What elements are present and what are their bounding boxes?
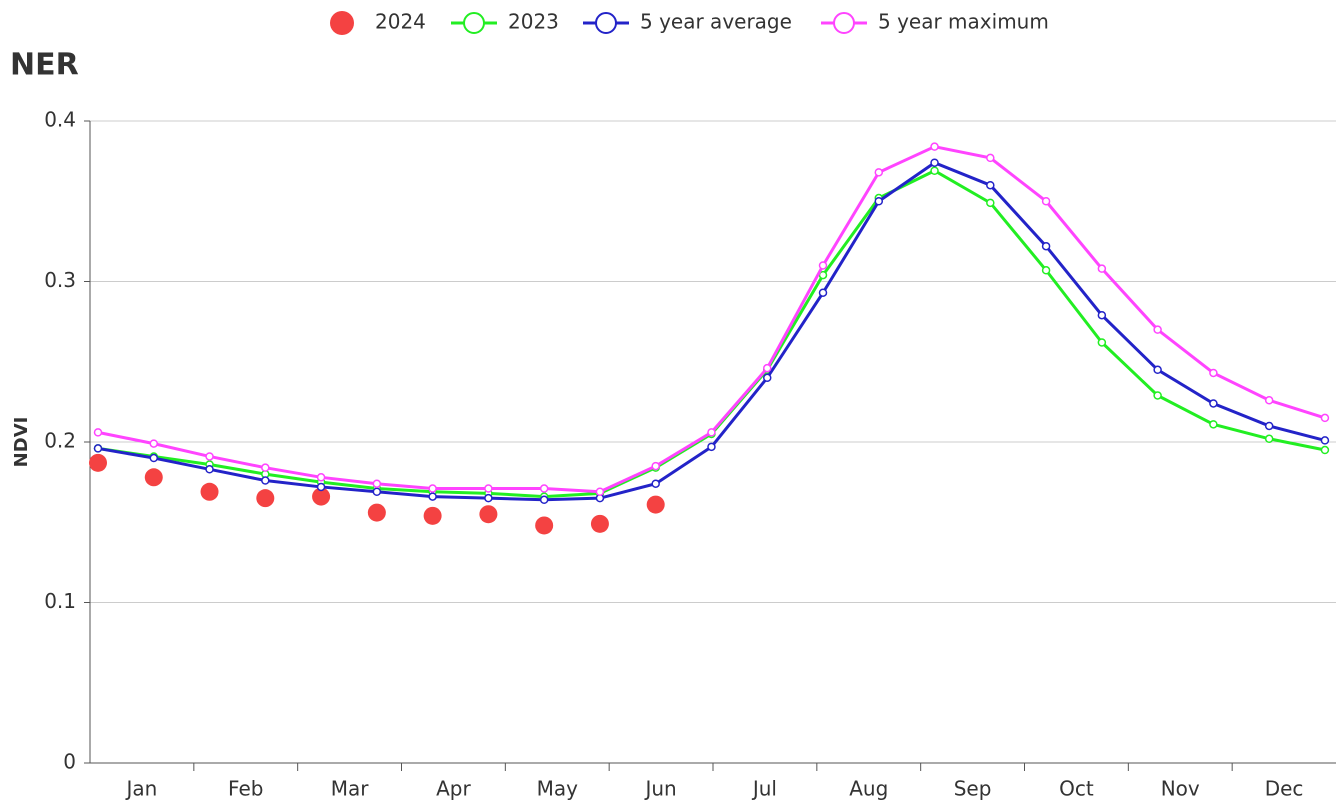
data-point — [762, 363, 772, 373]
data-point — [423, 506, 442, 525]
data-point — [149, 453, 159, 463]
data-point — [428, 492, 437, 501]
data-point — [484, 493, 493, 503]
data-point — [874, 197, 884, 206]
data-point — [93, 444, 103, 453]
data-point — [874, 168, 884, 177]
data-point — [1041, 266, 1051, 275]
data-point — [428, 484, 437, 493]
legend-marker[interactable] — [330, 11, 354, 35]
data-point — [818, 261, 828, 270]
y-tick-label: 0 — [63, 750, 76, 774]
data-point — [1153, 391, 1162, 400]
data-point — [1209, 368, 1218, 378]
data-point — [539, 484, 549, 493]
data-point — [1320, 445, 1330, 455]
data-point — [316, 473, 326, 482]
data-point — [372, 479, 382, 488]
data-point — [1264, 396, 1274, 405]
x-tick-label: Apr — [436, 777, 471, 801]
data-point — [930, 166, 939, 176]
data-point — [651, 461, 660, 471]
y-tick-label: 0.1 — [44, 589, 76, 613]
data-point — [484, 484, 493, 493]
data-point — [930, 142, 939, 151]
legend-label[interactable]: 2023 — [508, 10, 559, 34]
data-point — [1097, 264, 1107, 273]
data-point — [535, 516, 554, 535]
data-point — [539, 495, 549, 505]
data-point — [1209, 399, 1218, 408]
data-point — [93, 428, 103, 437]
data-point — [367, 503, 386, 522]
data-point — [261, 463, 270, 472]
data-point — [595, 487, 605, 497]
x-tick-label: Aug — [849, 777, 888, 801]
data-point — [372, 487, 382, 497]
x-tick-label: Nov — [1161, 777, 1200, 801]
data-point — [205, 452, 214, 461]
x-tick-label: Dec — [1265, 777, 1304, 801]
data-point — [256, 489, 275, 508]
legend-marker[interactable] — [833, 12, 855, 34]
legend-label[interactable]: 5 year maximum — [878, 10, 1049, 34]
data-point — [930, 158, 939, 167]
data-point — [205, 465, 214, 474]
data-point — [144, 468, 163, 487]
data-point — [986, 153, 995, 163]
data-point — [651, 479, 660, 488]
data-point — [1041, 197, 1051, 206]
legend-marker[interactable] — [463, 12, 485, 34]
y-tick-label: 0.2 — [44, 429, 76, 453]
data-point — [1320, 436, 1330, 445]
data-point — [707, 428, 716, 437]
x-tick-label: May — [537, 777, 579, 801]
data-point — [986, 180, 995, 190]
data-point — [762, 373, 772, 383]
x-tick-label: Jul — [751, 777, 777, 801]
x-tick-label: Feb — [228, 777, 263, 801]
series-line — [97, 145, 1326, 494]
y-tick-label: 0.4 — [44, 108, 76, 132]
data-point — [986, 198, 995, 208]
data-point — [590, 514, 609, 533]
y-axis-label: NDVI — [11, 417, 32, 468]
data-point — [1320, 413, 1330, 423]
data-point — [818, 288, 828, 297]
legend-label[interactable]: 2024 — [375, 10, 426, 34]
data-point — [818, 270, 828, 280]
data-point — [1153, 325, 1162, 334]
data-point — [312, 487, 331, 506]
x-tick-label: Jan — [124, 777, 157, 801]
data-point — [1153, 365, 1162, 375]
data-point — [89, 453, 107, 472]
legend-label[interactable]: 5 year average — [640, 10, 792, 34]
x-tick-label: Oct — [1059, 777, 1094, 801]
data-point — [646, 495, 665, 514]
data-point — [1041, 241, 1051, 251]
data-point — [261, 476, 270, 485]
data-point — [479, 505, 498, 524]
data-point — [149, 439, 159, 448]
data-point — [707, 442, 716, 452]
x-tick-label: Sep — [954, 777, 992, 801]
data-point — [1264, 421, 1274, 431]
x-tick-label: Jun — [643, 777, 676, 801]
data-point — [1209, 420, 1218, 429]
data-point — [1097, 338, 1107, 347]
chart-title: NER — [10, 48, 79, 83]
x-tick-label: Mar — [331, 777, 370, 801]
y-tick-label: 0.3 — [44, 268, 76, 292]
legend-marker[interactable] — [595, 12, 617, 34]
data-point — [1264, 434, 1274, 444]
data-point — [316, 482, 326, 492]
data-point — [200, 482, 219, 501]
data-point — [1097, 310, 1107, 320]
